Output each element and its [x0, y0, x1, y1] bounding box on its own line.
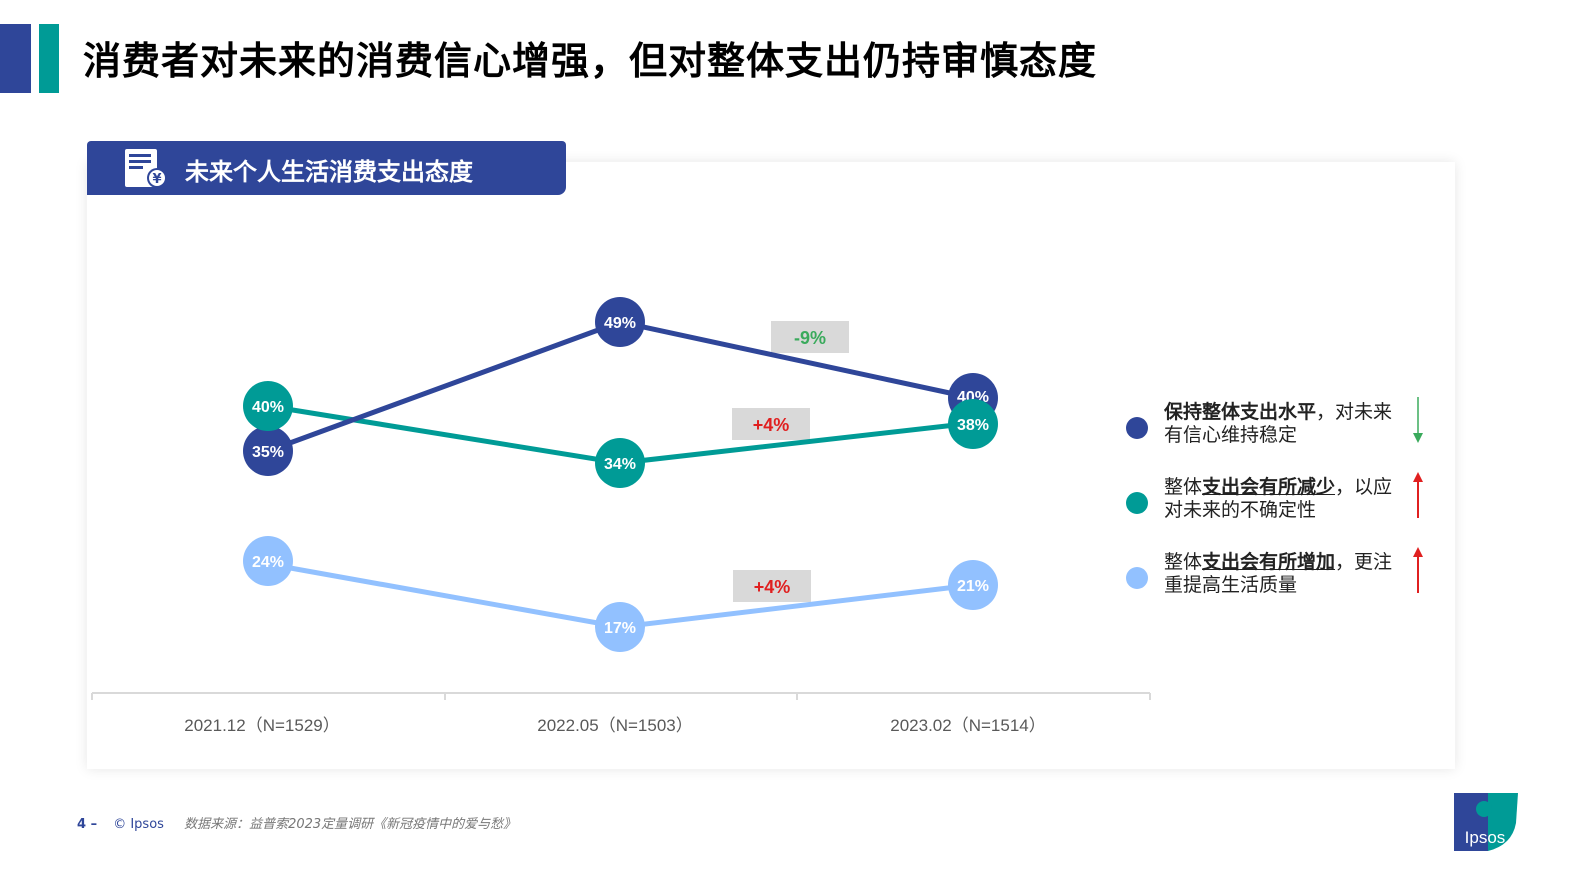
arrow-up-icon [1413, 472, 1423, 518]
x-tick-label: 2021.12（N=1529） [184, 716, 339, 735]
card-header: ¥ 未来个人生活消费支出态度 [87, 141, 566, 195]
change-badge [733, 570, 811, 602]
svg-text:34%: 34% [604, 456, 636, 473]
svg-text:24%: 24% [252, 554, 284, 571]
x-tick-label: 2023.02（N=1514） [890, 716, 1045, 735]
accent-bar-teal [39, 24, 59, 93]
svg-text:49%: 49% [604, 315, 636, 332]
svg-text:38%: 38% [957, 417, 989, 434]
bill-yuan-icon: ¥ [125, 149, 167, 188]
legend-item-decrease: 整体支出会有所减少，以应 对未来的不确定性 [1120, 470, 1440, 545]
legend-dot-icon [1126, 492, 1148, 514]
data-point [948, 399, 998, 449]
x-tick-label: 2022.05（N=1503） [537, 716, 692, 735]
accent-bar-blue [0, 24, 31, 93]
svg-text:-9%: -9% [794, 328, 826, 348]
chart-card [87, 162, 1455, 769]
svg-text:17%: 17% [604, 620, 636, 637]
data-point [595, 438, 645, 488]
legend-dot-icon [1126, 417, 1148, 439]
arrow-up-icon [1413, 547, 1423, 593]
data-source: 数据来源：益普索2023定量调研《新冠疫情中的爱与愁》 [184, 817, 517, 832]
footer: 4 – © Ipsos 数据来源：益普索2023定量调研《新冠疫情中的爱与愁》 [77, 813, 516, 832]
copyright: © Ipsos [113, 817, 164, 832]
svg-text:+4%: +4% [753, 415, 790, 435]
svg-text:40%: 40% [252, 399, 284, 416]
data-point [948, 560, 998, 610]
svg-text:+4%: +4% [754, 577, 791, 597]
svg-text:35%: 35% [252, 444, 284, 461]
card-title: 未来个人生活消费支出态度 [185, 158, 473, 186]
svg-text:Ipsos: Ipsos [1465, 828, 1506, 847]
data-point [243, 536, 293, 586]
page-number: 4 – [77, 817, 98, 832]
data-point [595, 297, 645, 347]
page-title: 消费者对未来的消费信心增强，但对整体支出仍持审慎态度 [83, 39, 1098, 83]
svg-text:21%: 21% [957, 578, 989, 595]
legend-dot-icon [1126, 567, 1148, 589]
svg-text:¥: ¥ [152, 172, 161, 187]
arrow-down-icon [1413, 397, 1423, 443]
data-point [243, 426, 293, 476]
data-point [243, 381, 293, 431]
ipsos-logo: Ipsos [1454, 793, 1518, 851]
legend-item-maintain: 保持整体支出水平，对未来 有信心维持稳定 [1120, 395, 1440, 470]
chart-legend: 保持整体支出水平，对未来 有信心维持稳定 整体支出会有所减少，以应 对未来的不确定性… [1120, 395, 1440, 620]
data-point [595, 602, 645, 652]
change-badge [732, 408, 810, 440]
legend-item-increase: 整体支出会有所增加，更注 重提高生活质量 [1120, 545, 1440, 620]
change-badge [771, 321, 849, 353]
